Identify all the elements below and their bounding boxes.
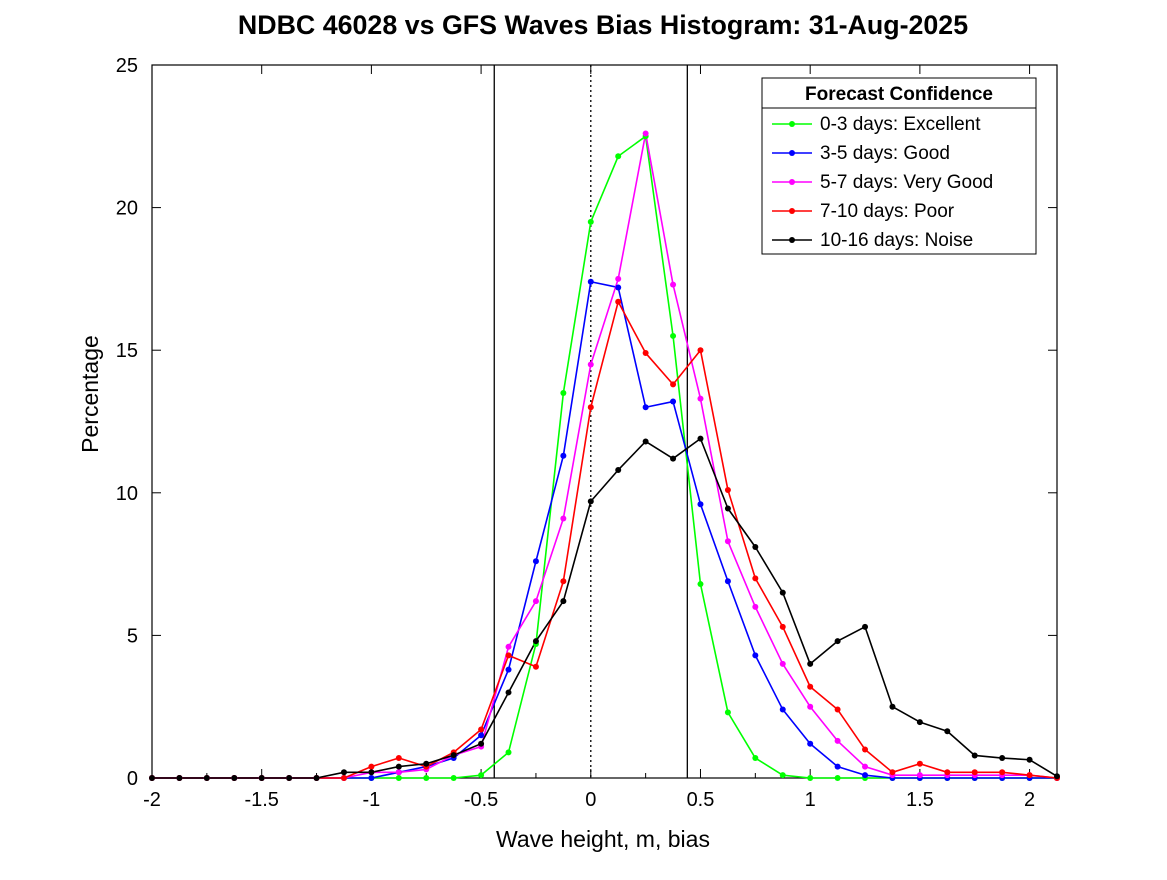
svg-text:10: 10 (116, 483, 138, 505)
svg-text:NDBC 46028 vs GFS Waves Bias H: NDBC 46028 vs GFS Waves Bias Histogram: … (238, 10, 968, 40)
svg-text:2: 2 (1024, 789, 1035, 811)
svg-text:1.5: 1.5 (906, 789, 934, 811)
svg-text:0.5: 0.5 (687, 789, 715, 811)
svg-text:0-3 days: Excellent: 0-3 days: Excellent (820, 114, 981, 135)
svg-text:Percentage: Percentage (77, 335, 103, 453)
svg-text:-0.5: -0.5 (464, 789, 498, 811)
svg-text:Wave height, m, bias: Wave height, m, bias (496, 826, 710, 852)
svg-text:-1: -1 (362, 789, 380, 811)
svg-text:5: 5 (127, 625, 138, 647)
svg-text:-2: -2 (143, 789, 161, 811)
svg-text:15: 15 (116, 340, 138, 362)
svg-text:0: 0 (585, 789, 596, 811)
svg-text:0: 0 (127, 768, 138, 790)
svg-text:7-10 days: Poor: 7-10 days: Poor (820, 201, 955, 222)
svg-text:25: 25 (116, 55, 138, 77)
svg-text:20: 20 (116, 198, 138, 220)
svg-text:-1.5: -1.5 (244, 789, 278, 811)
svg-text:5-7 days: Very Good: 5-7 days: Very Good (820, 172, 993, 193)
svg-text:Forecast Confidence: Forecast Confidence (805, 84, 993, 105)
svg-text:3-5 days: Good: 3-5 days: Good (820, 143, 950, 164)
svg-text:1: 1 (805, 789, 816, 811)
svg-text:10-16 days: Noise: 10-16 days: Noise (820, 230, 973, 251)
